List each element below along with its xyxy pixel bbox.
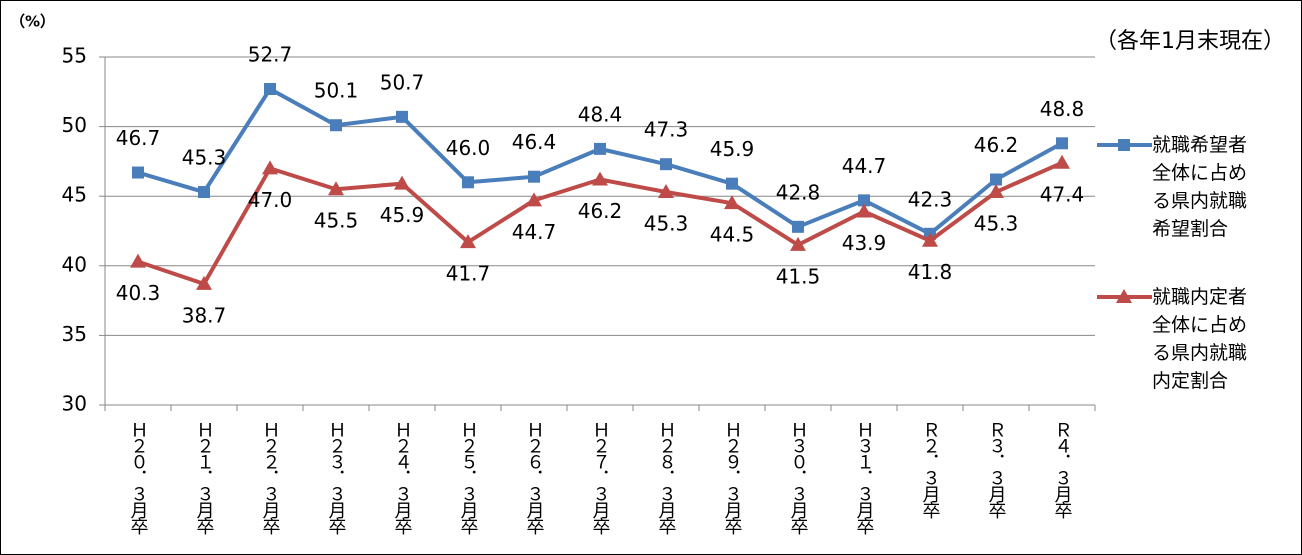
point-marker: [394, 175, 410, 190]
legend-swatch: [1097, 139, 1152, 151]
x-tick-label: Ｈ２１．３月卒: [194, 421, 215, 535]
x-tick-label: Ｈ２７．３月卒: [590, 421, 611, 535]
x-tick-label: Ｈ２６．３月卒: [524, 421, 545, 535]
point-marker: [1054, 154, 1070, 169]
legend-label: 就職内定者全体に占める県内就職内定割合: [1152, 286, 1248, 392]
point-marker: [858, 194, 870, 207]
point-marker: [528, 170, 540, 183]
data-label: 38.7: [182, 303, 227, 327]
data-label: 47.4: [1040, 182, 1085, 206]
x-tick-label: Ｈ３０．３月卒: [788, 421, 809, 535]
data-label: 45.3: [182, 146, 227, 170]
point-marker: [262, 160, 278, 175]
point-marker: [922, 232, 938, 247]
x-tick-label: Ｒ２．３月卒: [920, 421, 941, 519]
data-label: 45.5: [314, 209, 359, 233]
data-label: 44.7: [842, 154, 887, 178]
point-marker: [594, 142, 606, 155]
x-tick-label: Ｈ２０．３月卒: [128, 421, 149, 535]
data-label: 45.3: [644, 212, 689, 236]
data-label: 41.7: [446, 262, 491, 286]
data-label: 50.1: [314, 79, 359, 103]
data-label: 46.2: [974, 133, 1019, 157]
y-tick-label: 45: [62, 183, 87, 207]
data-label: 50.7: [380, 70, 425, 94]
point-marker: [264, 83, 276, 96]
legend-entry: 就職希望者全体に占める県内就職希望割合: [1097, 131, 1249, 243]
point-marker: [592, 171, 608, 186]
data-label: 42.8: [776, 180, 821, 204]
point-marker: [462, 176, 474, 189]
data-label: 46.4: [512, 130, 557, 154]
data-label: 44.7: [512, 220, 557, 244]
data-label: 48.4: [578, 102, 623, 126]
point-marker: [790, 236, 806, 251]
x-tick-label: Ｈ２５．３月卒: [458, 421, 479, 535]
y-tick-label: 55: [62, 44, 87, 68]
data-label: 45.3: [974, 212, 1019, 236]
x-tick-label: Ｈ２２．３月卒: [260, 421, 281, 535]
data-label: 43.9: [842, 231, 887, 255]
data-label: 41.5: [776, 264, 821, 288]
point-marker: [328, 181, 344, 196]
x-tick-label: Ｈ２３．３月卒: [326, 421, 347, 535]
point-marker: [396, 110, 408, 123]
point-marker: [726, 177, 738, 190]
legend-swatch: [1097, 289, 1152, 303]
legend-marker: [1118, 139, 1130, 151]
point-marker: [658, 184, 674, 199]
y-tick-label: 30: [62, 392, 87, 416]
data-label: 46.2: [578, 199, 623, 223]
x-tick-label: Ｒ４．３月卒: [1052, 421, 1073, 519]
point-marker: [792, 220, 804, 233]
point-marker: [856, 203, 872, 218]
data-label: 40.3: [116, 281, 161, 305]
point-marker: [130, 253, 146, 268]
point-marker: [460, 234, 476, 249]
point-marker: [330, 119, 342, 132]
data-label: 42.3: [908, 187, 953, 211]
data-label: 46.7: [116, 126, 161, 150]
point-marker: [1056, 137, 1068, 150]
data-label: 52.7: [248, 43, 293, 67]
data-label: 48.8: [1040, 97, 1085, 121]
y-tick-label: 35: [62, 322, 87, 346]
point-marker: [196, 275, 212, 290]
point-marker: [724, 195, 740, 210]
point-marker: [526, 192, 542, 207]
point-marker: [198, 186, 210, 199]
annotation: （各年1月末現在）: [1095, 29, 1285, 54]
data-label: 44.5: [710, 223, 755, 247]
point-marker: [988, 184, 1004, 199]
data-label: 45.9: [710, 137, 755, 161]
x-tick-label: Ｈ３１．３月卒: [854, 421, 875, 535]
point-marker: [990, 173, 1002, 186]
y-unit-label: （%）: [10, 13, 55, 31]
x-tick-label: Ｈ２８．３月卒: [656, 421, 677, 535]
point-marker: [132, 166, 144, 179]
x-tick-label: Ｒ３．３月卒: [986, 421, 1007, 519]
point-marker: [660, 158, 672, 171]
legend-label: 就職希望者全体に占める県内就職希望割合: [1152, 134, 1248, 240]
data-label: 47.0: [248, 188, 293, 212]
x-tick-label: Ｈ２９．３月卒: [722, 421, 743, 535]
data-label: 46.0: [446, 136, 491, 160]
data-label: 41.8: [908, 260, 953, 284]
y-tick-label: 40: [62, 252, 87, 276]
legend-marker: [1116, 289, 1132, 303]
x-tick-label: Ｈ２４．３月卒: [392, 421, 413, 535]
y-tick-label: 50: [62, 113, 87, 137]
data-label: 47.3: [644, 118, 689, 142]
legend-entry: 就職内定者全体に占める県内就職内定割合: [1097, 283, 1249, 395]
data-label: 45.9: [380, 203, 425, 227]
